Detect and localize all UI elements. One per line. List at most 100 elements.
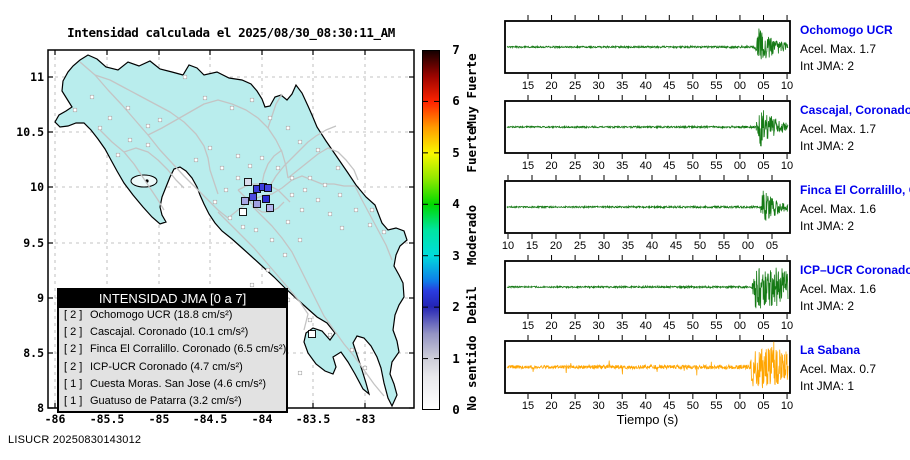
waveform-trace	[506, 110, 789, 147]
legend-entry-label: Finca El Corralillo. Coronado (6.5 cm/s²…	[90, 343, 287, 356]
colorbar-category-label: Debil	[464, 285, 480, 324]
legend-entry-intensity: [ 2 ]	[64, 360, 83, 373]
waveform-tick-label: 05	[757, 160, 770, 172]
seismic-stations	[72, 74, 387, 376]
legend-entry-label: Cascajal. Coronado (10.1 cm/s²)	[90, 326, 249, 339]
legend-entry: [ 1 ] Cuesta Moras. San Jose (4.6 cm/s²)	[59, 377, 286, 394]
waveform-tick-label: 35	[616, 80, 629, 92]
waveform-int-jma: Int JMA: 2	[800, 219, 855, 233]
map-x-tick-label: -85.5	[89, 412, 125, 426]
map-x-tick-label: -83	[354, 412, 376, 426]
legend-title: INTENSIDAD JMA [0 a 7]	[59, 290, 286, 308]
legend-entry: [ 2 ] Cascajal. Coronado (10.1 cm/s²)	[59, 325, 286, 342]
legend-entry: [ 2 ] Finca El Corralillo. Coronado (6.5 …	[59, 342, 286, 359]
map-y-tick-label: 9	[37, 291, 44, 305]
map-x-tick-label: -83.5	[295, 412, 331, 426]
legend-entry-label: Ochomogo UCR (18.8 cm/s²)	[90, 309, 233, 321]
legend-entry-label: Guatuso de Patarra (3.2 cm/s²)	[90, 394, 242, 407]
map-y-tick-label: 8.5	[23, 346, 44, 360]
watermark-text: LISUCR 20250830143012	[8, 434, 142, 446]
waveform-tick-label: 00	[733, 80, 747, 92]
colorbar-tick-label: 0	[452, 402, 460, 417]
map-y-tick-label: 10.5	[16, 125, 44, 139]
waveform-tick-label: 25	[568, 320, 582, 332]
waveform-tick-label: 15	[521, 80, 535, 92]
waveform-tick-label: 00	[741, 240, 755, 252]
colorbar-category-label: Muy Fuerte	[464, 53, 480, 129]
waveform-int-jma: Int JMA: 1	[800, 379, 855, 393]
waveform-int-jma: Int JMA: 2	[800, 139, 855, 153]
colorbar-tick-label: 6	[452, 93, 460, 109]
waveform-acel-max: Acel. Max. 1.6	[800, 282, 877, 296]
waveform-tick-label: 30	[592, 160, 605, 172]
intensity-markers	[239, 178, 316, 338]
waveform-axis-ticks	[507, 175, 773, 239]
waveform-acel-max: Acel. Max. 1.6	[800, 202, 877, 216]
waveform-acel-max: Acel. Max. 1.7	[800, 122, 877, 136]
waveform-tick-label: 55	[717, 240, 731, 252]
waveform-tick-label: 35	[621, 240, 635, 252]
waveform-trace	[506, 341, 789, 389]
waveform-axis-ticks	[527, 255, 788, 319]
map-x-tick-label: -84	[251, 412, 273, 426]
colorbar-tick-label: 1	[452, 350, 460, 366]
waveform-tick-label: 10	[780, 320, 794, 332]
waveform-tick-label: 50	[686, 160, 699, 172]
waveform-tick-label: 05	[765, 240, 779, 252]
legend-entry: [ 2 ] ICP-UCR Coronado (4.7 cm/s²)	[59, 360, 286, 377]
legend-entry-intensity: [ 2 ]	[64, 326, 83, 339]
waveform-tick-label: 50	[686, 80, 699, 92]
waveform-int-jma: Int JMA: 2	[800, 59, 855, 73]
waveform-tick-label: 40	[639, 400, 652, 412]
waveform-tick-label: 15	[521, 320, 535, 332]
waveform-tick-label: 40	[645, 240, 659, 252]
waveform-tick-label: 50	[686, 320, 699, 332]
tiempo-axis-label: Tiempo (s)	[616, 412, 679, 427]
waveform-tick-label: 45	[663, 400, 676, 412]
waveform-tick-label: 20	[545, 400, 558, 412]
waveform-tick-label: 05	[757, 320, 770, 332]
waveform-tick-label: 55	[710, 400, 723, 412]
waveform-int-jma: Int JMA: 2	[800, 299, 855, 313]
waveform-tick-label: 25	[568, 80, 582, 92]
waveform-tick-label: 55	[710, 160, 723, 172]
waveform-tick-label: 25	[573, 240, 587, 252]
costa-rica-outline	[54, 54, 408, 408]
waveform-tick-label: 30	[592, 400, 605, 412]
waveform-tick-label: 35	[616, 320, 629, 332]
waveform-acel-max: Acel. Max. 1.7	[800, 42, 877, 56]
waveform-tick-label: 40	[639, 80, 652, 92]
waveform-tick-label: 55	[710, 320, 723, 332]
legend-entry-label: Cuesta Moras. San Jose (4.6 cm/s²)	[90, 377, 267, 390]
colorbar-category-label: Moderado	[464, 205, 480, 266]
colorbar-tick-label: 3	[452, 247, 460, 263]
waveform-tick-label: 45	[663, 80, 676, 92]
waveform-tick-label: 25	[568, 400, 582, 412]
waveform-tick-label: 40	[639, 160, 652, 172]
jma-intensity-legend: INTENSIDAD JMA [0 a 7] [ 2 ] Ochomogo UCR…	[57, 288, 288, 414]
waveform-tick-label: 45	[663, 160, 676, 172]
waveform-tick-label: 45	[669, 240, 683, 252]
waveform-tick-label: 50	[686, 400, 699, 412]
map-x-tick-label: -86	[44, 412, 66, 426]
waveform-tick-label: 00	[733, 320, 747, 332]
waveform-tick-label: 35	[616, 400, 629, 412]
waveform-tick-label: 45	[663, 320, 676, 332]
waveform-tick-label: 15	[521, 160, 535, 172]
waveform-tick-label: 00	[733, 160, 747, 172]
waveform-tick-label: 40	[639, 320, 652, 332]
waveform-tick-label: 10	[780, 80, 794, 92]
map-y-tick-label: 10	[30, 180, 44, 194]
waveform-axis-ticks	[527, 335, 788, 399]
waveform-station-name: Ochomogo UCR	[800, 23, 893, 37]
waveform-trace	[506, 190, 789, 221]
waveform-tick-label: 10	[780, 400, 794, 412]
colorbar-tick-label: 4	[452, 196, 460, 212]
map-y-tick-label: 11	[30, 70, 44, 84]
waveform-tick-label: 10	[780, 160, 794, 172]
waveform-tick-label: 25	[568, 160, 582, 172]
legend-entry: [ 1 ] Guatuso de Patarra (3.2 cm/s²)	[59, 394, 286, 411]
waveform-tick-label: 15	[525, 240, 539, 252]
